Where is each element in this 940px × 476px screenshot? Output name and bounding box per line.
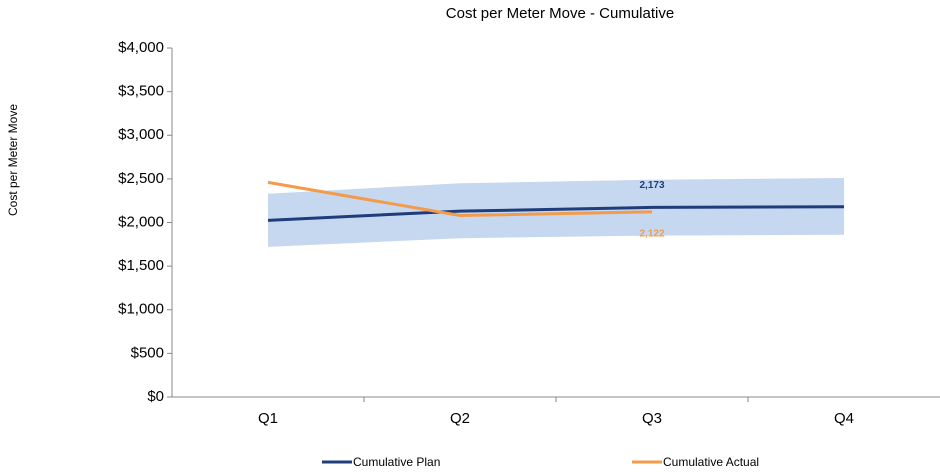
y-tick-label: $3,000 [118,126,164,143]
y-tick-label: $0 [147,388,164,405]
x-tick-label: Q3 [642,410,662,427]
y-tick-label: $1,000 [118,301,164,318]
x-tick-label: Q4 [834,410,854,427]
series-line [267,205,845,222]
x-tick-label: Q2 [450,410,470,427]
data-label: 2,173 [639,180,664,191]
y-tick-label: $1,500 [118,257,164,274]
legend-label: Cumulative Plan [353,455,440,469]
y-tick-label: $500 [131,344,164,361]
series-line [267,180,653,218]
y-axis-label: Cost per Meter Move [6,104,20,216]
x-tick-label: Q1 [258,410,278,427]
y-tick-label: $2,000 [118,213,164,230]
y-tick-label: $4,000 [118,39,164,56]
chart-title: Cost per Meter Move - Cumulative [446,5,674,22]
legend-label: Cumulative Actual [663,455,759,469]
y-tick-label: $2,500 [118,170,164,187]
data-label: 2,122 [639,228,664,239]
y-tick-label: $3,500 [118,83,164,100]
